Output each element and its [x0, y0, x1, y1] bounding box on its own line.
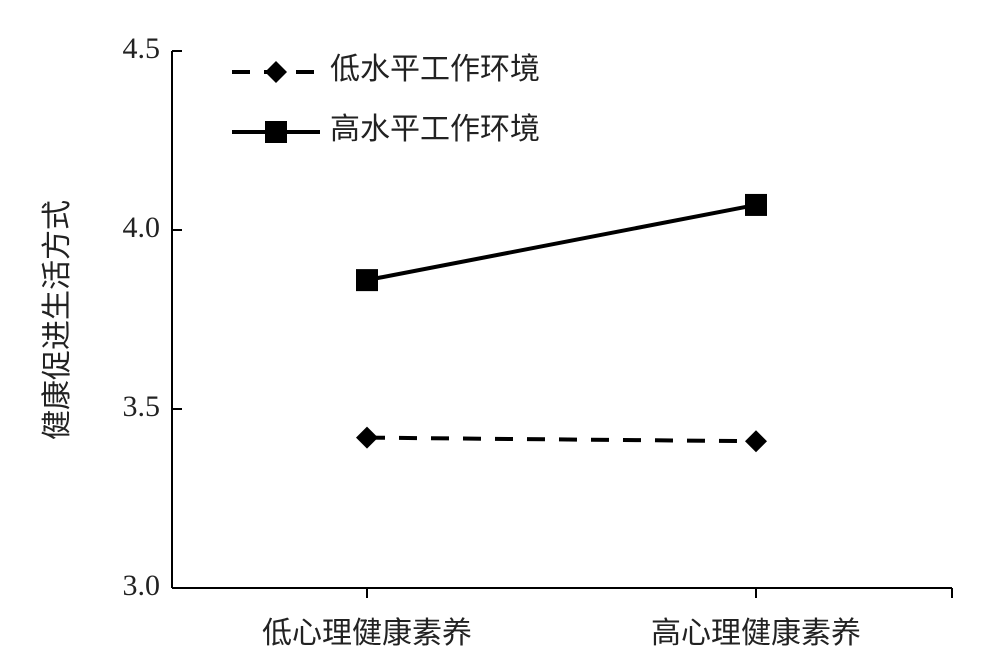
- legend-label: 低水平工作环境: [330, 53, 540, 86]
- y-axis-label: 健康促进生活方式: [41, 200, 74, 440]
- marker: [745, 430, 767, 453]
- y-tick-label: 3.0: [123, 569, 161, 602]
- marker: [265, 121, 287, 143]
- y-tick-label: 3.5: [123, 390, 161, 423]
- series-line: [366, 435, 757, 444]
- legend-label: 高水平工作环境: [330, 113, 540, 146]
- marker: [356, 269, 378, 292]
- series-line: [366, 202, 757, 283]
- x-tick-label: 低心理健康素养: [262, 617, 472, 650]
- x-tick-label: 高心理健康素养: [651, 617, 861, 650]
- y-tick-label: 4.0: [123, 211, 161, 244]
- marker: [265, 61, 287, 83]
- marker: [745, 193, 767, 216]
- marker: [356, 426, 378, 449]
- y-tick-label: 4.5: [123, 32, 161, 65]
